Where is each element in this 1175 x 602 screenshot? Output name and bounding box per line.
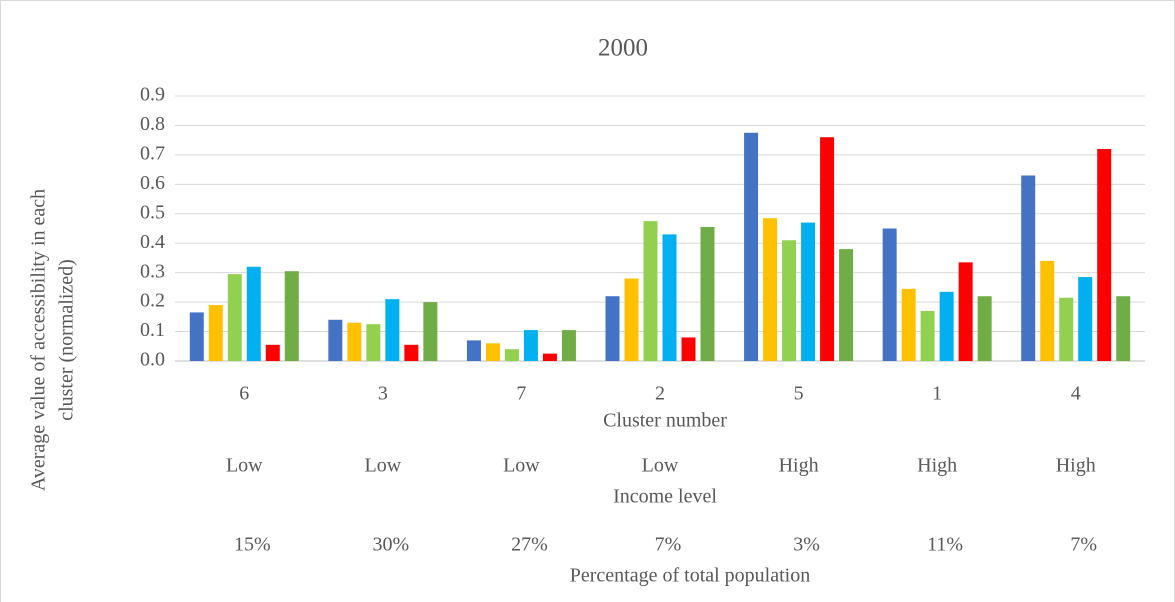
population-share: 7% xyxy=(655,534,682,556)
income-level: High xyxy=(779,455,819,477)
bar xyxy=(1097,149,1112,361)
bar xyxy=(782,240,797,361)
bar xyxy=(958,262,973,361)
bar xyxy=(1116,296,1131,361)
bar xyxy=(504,349,519,361)
bar xyxy=(561,330,576,361)
population-share: 30% xyxy=(373,534,410,556)
y-axis-label: Average value of accessibility in each c… xyxy=(28,189,78,491)
y-label-line: Average value of accessibility in each xyxy=(28,189,50,491)
bar xyxy=(605,296,620,361)
income-level: High xyxy=(917,455,957,477)
bar xyxy=(700,227,715,361)
y-tick-label: 0.9 xyxy=(140,84,165,106)
bar xyxy=(882,228,897,361)
income-level: Low xyxy=(503,455,540,477)
income-level: Low xyxy=(642,455,679,477)
x-tick-label: 2 xyxy=(655,383,665,405)
population-share: 7% xyxy=(1070,534,1097,556)
bar xyxy=(189,312,204,361)
bar xyxy=(523,330,538,361)
bar xyxy=(643,221,658,361)
y-tick-label: 0.0 xyxy=(140,349,165,371)
x-tick-label: 7 xyxy=(516,383,526,405)
bar xyxy=(763,218,778,361)
x-axis-label: Cluster number xyxy=(603,410,727,432)
income-label: Income level xyxy=(613,486,717,508)
bar xyxy=(662,234,677,361)
y-tick-label: 0.8 xyxy=(140,113,165,135)
bar xyxy=(839,249,854,361)
income-level: Low xyxy=(226,455,263,477)
bar xyxy=(208,305,223,361)
bar xyxy=(246,266,261,361)
bar xyxy=(466,340,481,361)
y-tick-label: 0.1 xyxy=(140,319,165,341)
population-share: 11% xyxy=(927,534,963,556)
y-label-line: cluster (normalized) xyxy=(56,259,78,421)
bar xyxy=(1040,260,1055,361)
y-tick-label: 0.7 xyxy=(140,142,165,164)
bar xyxy=(347,322,362,361)
bar xyxy=(284,271,299,361)
bar xyxy=(385,299,400,361)
x-tick-label: 6 xyxy=(239,383,249,405)
y-tick-label: 0.2 xyxy=(140,290,165,312)
bar xyxy=(1059,297,1074,361)
bar xyxy=(1078,277,1093,361)
bar xyxy=(542,353,557,361)
bar xyxy=(744,132,759,361)
x-tick-label: 3 xyxy=(378,383,388,405)
bar xyxy=(920,310,935,361)
bar xyxy=(265,344,280,361)
bar xyxy=(1021,175,1036,361)
bar xyxy=(404,344,419,361)
bar xyxy=(977,296,992,361)
y-tick-label: 0.3 xyxy=(140,260,165,282)
bar xyxy=(801,222,816,361)
population-label: Percentage of total population xyxy=(570,565,810,587)
population-share: 27% xyxy=(511,534,548,556)
bar xyxy=(227,274,242,361)
population-share: 3% xyxy=(793,534,820,556)
bar xyxy=(681,337,696,361)
bar xyxy=(485,343,500,361)
x-tick-label: 4 xyxy=(1071,383,1081,405)
bar xyxy=(901,288,916,361)
y-tick-label: 0.6 xyxy=(140,172,165,194)
x-tick-label: 1 xyxy=(932,383,942,405)
population-share: 15% xyxy=(234,534,271,556)
bar xyxy=(423,302,438,361)
y-tick-label: 0.4 xyxy=(140,231,165,253)
income-level: High xyxy=(1056,455,1096,477)
chart-title: 2000 xyxy=(598,35,648,62)
income-level: Low xyxy=(365,455,402,477)
bar xyxy=(820,137,835,361)
bar xyxy=(624,278,639,361)
bar xyxy=(939,291,954,361)
x-tick-label: 5 xyxy=(794,383,804,405)
y-tick-label: 0.5 xyxy=(140,201,165,223)
bar xyxy=(328,319,343,361)
bar xyxy=(366,324,381,361)
